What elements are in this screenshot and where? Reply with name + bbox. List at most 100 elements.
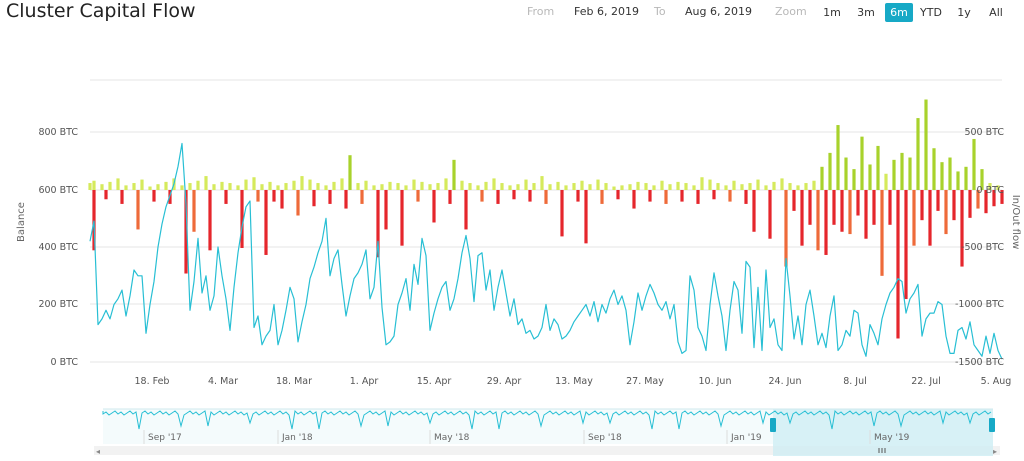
navigator-right-handle[interactable] xyxy=(989,418,995,432)
inflow-bar xyxy=(412,179,416,190)
x-tick-label: 22. Jul xyxy=(911,376,941,387)
outflow-bar xyxy=(936,190,940,211)
inflow-bar xyxy=(604,183,608,190)
outflow-bar xyxy=(808,190,812,225)
navigator-scrollbar-track[interactable] xyxy=(94,446,1000,455)
outflow-bar xyxy=(256,190,260,202)
outflow-bar xyxy=(960,190,964,267)
inflow-bar xyxy=(484,181,488,190)
inflow-bar xyxy=(996,185,1000,190)
outflow-bar xyxy=(272,190,276,202)
outflow-bar xyxy=(104,190,108,200)
inflow-bar xyxy=(348,155,352,190)
navigator[interactable]: Sep '17 Jan '18 May '18 Sep '18 Jan '19 May '… xyxy=(94,408,1000,456)
inflow-bar xyxy=(820,166,824,190)
navigator-scrollbar-thumb[interactable] xyxy=(773,446,993,455)
outflow-bar xyxy=(184,190,188,274)
outflow-bar xyxy=(92,190,96,251)
inflow-bar xyxy=(364,180,368,190)
outflow-bar xyxy=(696,190,700,204)
outflow-bar xyxy=(480,190,484,202)
inflow-bar xyxy=(196,180,200,190)
from-date-input[interactable]: Feb 6, 2019 xyxy=(574,5,639,18)
right-tick-label: 500 BTC xyxy=(964,127,1004,138)
zoom-3m-button[interactable]: 3m xyxy=(857,6,875,19)
outflow-bar xyxy=(328,190,332,204)
x-tick-label: 18. Mar xyxy=(276,376,312,387)
outflow-bar xyxy=(920,190,924,221)
inflow-bar xyxy=(892,159,896,190)
outflow-bar xyxy=(600,190,604,204)
outflow-bar xyxy=(512,190,516,200)
zoom-label: Zoom xyxy=(775,5,807,18)
inflow-bar xyxy=(300,176,304,190)
to-date-input[interactable]: Aug 6, 2019 xyxy=(685,5,752,18)
zoom-1y-button[interactable]: 1y xyxy=(957,6,971,19)
inflow-bar xyxy=(156,184,160,190)
inflow-bar xyxy=(532,183,536,190)
x-tick-label: 10. Jun xyxy=(699,376,732,387)
inflow-bar xyxy=(932,148,936,190)
to-label: To xyxy=(654,5,666,18)
inflow-bar xyxy=(636,181,640,190)
outflow-bar xyxy=(896,190,900,339)
inflow-bar xyxy=(740,184,744,190)
inflow-bar xyxy=(164,181,168,190)
outflow-bar xyxy=(296,190,300,216)
inflow-bar xyxy=(692,185,696,190)
inflow-bar xyxy=(900,152,904,190)
navigator-tick-label: Jan '18 xyxy=(281,433,313,443)
inflow-bar xyxy=(380,184,384,190)
inflow-bar xyxy=(748,183,752,190)
inflow-bar xyxy=(780,178,784,190)
inflow-bar xyxy=(540,176,544,190)
inflow-bar xyxy=(324,185,328,190)
outflow-bar xyxy=(632,190,636,209)
inflow-bar xyxy=(100,184,104,190)
navigator-tick-label: Sep '17 xyxy=(148,433,182,443)
zoom-6m-button[interactable]: 6m xyxy=(885,3,913,22)
zoom-ytd-button[interactable]: YTD xyxy=(920,6,942,19)
outflow-bar xyxy=(224,190,228,204)
outflow-bar xyxy=(792,190,796,211)
inflow-bar xyxy=(132,183,136,190)
inflow-bar xyxy=(452,159,456,190)
inflow-bar xyxy=(444,178,448,190)
inflow-bar xyxy=(388,181,392,190)
navigator-left-handle[interactable] xyxy=(770,418,776,432)
outflow-bar xyxy=(992,190,996,207)
x-tick-label: 8. Jul xyxy=(843,376,867,387)
outflow-bar xyxy=(784,190,788,267)
inflow-bar xyxy=(668,184,672,190)
x-tick-label: 24. Jun xyxy=(769,376,802,387)
inflow-bar xyxy=(372,185,376,190)
outflow-bar xyxy=(584,190,588,244)
outflow-bar xyxy=(280,190,284,209)
zoom-1m-button[interactable]: 1m xyxy=(823,6,841,19)
right-tick-label: -500 BTC xyxy=(961,242,1004,253)
scroll-right-arrow-icon[interactable]: ▸ xyxy=(993,447,997,456)
inflow-bar xyxy=(652,185,656,190)
inflow-bar xyxy=(588,184,592,190)
inflow-bar xyxy=(724,185,728,190)
inflow-bar xyxy=(868,164,872,190)
inflow-bar xyxy=(796,185,800,190)
scroll-left-arrow-icon[interactable]: ◂ xyxy=(96,447,100,456)
outflow-bar xyxy=(192,190,196,232)
inflow-bar xyxy=(252,177,256,190)
inflow-bar xyxy=(684,183,688,190)
inflow-bar xyxy=(700,177,704,190)
outflow-bar xyxy=(464,190,468,230)
inflow-bar xyxy=(628,184,632,190)
zoom-all-button[interactable]: All xyxy=(989,6,1003,19)
outflow-bar xyxy=(680,190,684,202)
navigator-tick-label: May '18 xyxy=(434,433,470,443)
navigator-tick-label: Jan '19 xyxy=(730,433,762,443)
inflow-bar xyxy=(284,183,288,190)
outflow-bar xyxy=(744,190,748,204)
outflow-bar xyxy=(952,190,956,221)
outflow-bar xyxy=(800,190,804,246)
inflow-bar xyxy=(980,169,984,190)
inflow-bar xyxy=(572,183,576,190)
